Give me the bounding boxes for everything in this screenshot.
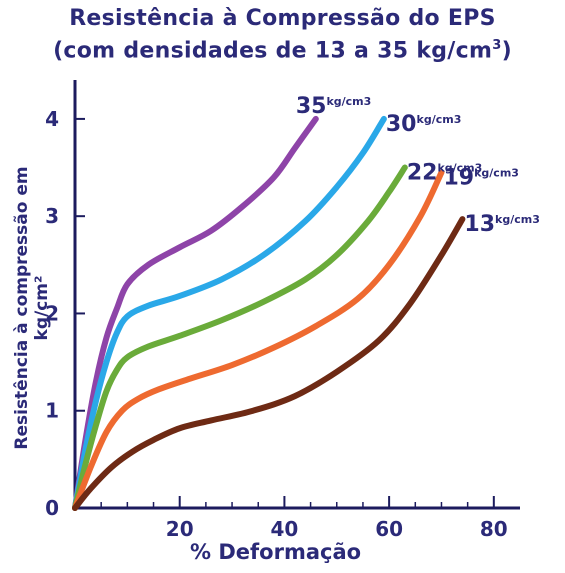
series-label-30: 30kg/cm3 (386, 112, 461, 137)
title-line2-superscript: 3 (492, 38, 502, 53)
y-axis-label: Resistência à compressão em kg/cm² (12, 166, 52, 450)
tick-labels: 20 40 60 80 0 1 2 3 4 (45, 107, 508, 541)
chart-title-line1: Resistência à Compressão do EPS (69, 6, 496, 31)
series-line-30 (72, 115, 387, 511)
axes (73, 80, 520, 510)
x-axis-label: % Deformação (190, 540, 362, 564)
series-line-35 (72, 115, 319, 511)
x-tick-label: 80 (480, 517, 508, 541)
y-tick-label: 3 (45, 204, 59, 228)
series-label-22: 22kg/cm3 (407, 161, 482, 186)
title-line2-end: ) (501, 38, 512, 64)
chart-title-line2: (com densidades de 13 a 35 kg/cm3) (0, 38, 565, 63)
series-line-22 (72, 164, 408, 511)
title-line2-text: (com densidades de 13 a 35 kg/cm (53, 38, 493, 64)
series-lines (72, 115, 466, 511)
y-tick-label: 4 (45, 107, 59, 131)
y-tick-label: 2 (45, 301, 59, 325)
y-tick-label: 1 (45, 399, 59, 423)
series-label-13: 13kg/cm3 (464, 212, 539, 237)
series-label-19: 19kg/cm3 (443, 165, 518, 190)
x-tick-label: 20 (166, 517, 194, 541)
series-line-13 (72, 216, 466, 511)
y-tick-label: 0 (45, 496, 59, 520)
x-tick-label: 40 (270, 517, 298, 541)
x-tick-label: 60 (375, 517, 403, 541)
series-line-19 (72, 169, 445, 511)
series-label-35: 35kg/cm3 (296, 94, 371, 119)
